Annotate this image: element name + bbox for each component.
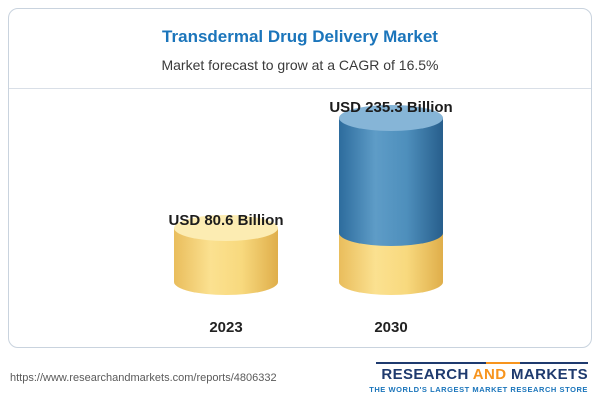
logo-rule xyxy=(376,362,588,365)
bar-2030-growth-segment xyxy=(339,118,443,233)
value-label-2023: USD 80.6 Billion xyxy=(168,212,284,229)
axis-label-2030: 2030 xyxy=(374,319,408,336)
cylinder-bar-chart xyxy=(174,105,443,295)
bar-2023-cylinder xyxy=(174,215,278,295)
chart-title: Transdermal Drug Delivery Market xyxy=(162,27,438,46)
bar-2030-top-cap xyxy=(339,105,443,131)
bar-2030-segment-boundary xyxy=(339,220,443,246)
logo-tagline: THE WORLD'S LARGEST MARKET RESEARCH STOR… xyxy=(369,384,588,394)
axis-label-2023: 2023 xyxy=(209,319,243,336)
brand-logo: RESEARCH AND MARKETS THE WORLD'S LARGEST… xyxy=(369,362,588,394)
bar-2023-top-cap xyxy=(174,215,278,241)
logo-word-research: RESEARCH xyxy=(381,366,469,384)
chart-card: Transdermal Drug Delivery Market Market … xyxy=(8,8,592,348)
value-label-2030: USD 235.3 Billion xyxy=(329,99,453,116)
footer: https://www.researchandmarkets.com/repor… xyxy=(0,356,600,400)
bar-2030-cylinder xyxy=(339,105,443,295)
logo-word-and: AND xyxy=(472,366,507,384)
chart-subtitle: Market forecast to grow at a CAGR of 16.… xyxy=(161,57,439,73)
source-url: https://www.researchandmarkets.com/repor… xyxy=(10,372,277,384)
logo-word-markets: MARKETS xyxy=(511,366,588,384)
logo-wordmark: RESEARCH AND MARKETS xyxy=(369,367,588,383)
header-divider xyxy=(9,88,591,89)
